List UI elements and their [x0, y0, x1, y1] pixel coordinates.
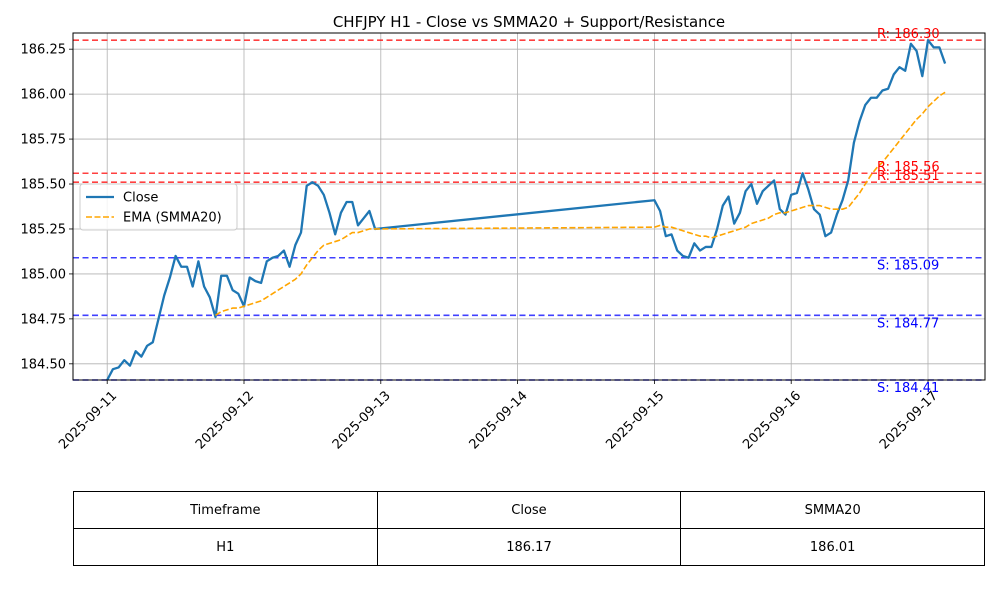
table-cell: 186.17	[376, 528, 682, 566]
support-label: S: 185.09	[877, 259, 939, 274]
x-tick-label: 2025-09-14	[467, 388, 531, 452]
x-tick-label: 2025-09-15	[603, 388, 667, 452]
chart-title: CHFJPY H1 - Close vs SMMA20 + Support/Re…	[333, 13, 725, 31]
chart-canvas: CHFJPY H1 - Close vs SMMA20 + Support/Re…	[21, 13, 986, 452]
x-tick-label: 2025-09-16	[740, 388, 804, 452]
x-tick-label: 2025-09-11	[56, 388, 120, 452]
y-tick-label: 186.25	[21, 43, 67, 58]
legend-label: Close	[123, 191, 158, 206]
y-tick-label: 184.75	[21, 312, 67, 327]
smma20-series-line	[215, 91, 946, 316]
support-label: S: 184.41	[877, 381, 939, 396]
table-header-cell: SMMA20	[680, 491, 985, 529]
support-resistance-labels: R: 186.30 R: 185.56R: 185.51 S: 185.09 S: 1…	[877, 27, 940, 396]
table-cell: H1	[73, 528, 378, 566]
plot-area	[72, 32, 986, 381]
close-series-line	[106, 39, 947, 381]
y-tick-label: 185.75	[21, 133, 67, 148]
table-header-row: Timeframe Close SMMA20	[73, 491, 985, 529]
table-cell: 186.01	[680, 528, 985, 566]
x-tick-label: 2025-09-13	[330, 388, 394, 452]
x-axis-ticks: 2025-09-11 2025-09-12 2025-09-13 2025-09-14…	[56, 380, 941, 452]
summary-table: Timeframe Close SMMA20 H1 186.17 186.01	[73, 491, 985, 566]
resistance-label: R: 185.51	[877, 169, 940, 184]
resistance-label: R: 185.56	[877, 160, 940, 175]
table-header-cell: Close	[376, 491, 682, 529]
y-tick-label: 185.25	[21, 222, 67, 237]
support-label: S: 184.77	[877, 316, 939, 331]
y-tick-label: 184.50	[21, 357, 67, 372]
y-tick-label: 185.00	[21, 267, 67, 282]
table-row: H1 186.17 186.01	[73, 528, 985, 566]
grid-lines	[73, 33, 985, 380]
y-tick-label: 186.00	[21, 88, 67, 103]
resistance-label: R: 186.30	[877, 27, 940, 42]
y-tick-label: 185.50	[21, 178, 67, 193]
legend-label: EMA (SMMA20)	[123, 211, 222, 226]
legend: Close EMA (SMMA20)	[79, 183, 238, 231]
legend-box	[79, 183, 238, 231]
y-axis-ticks: 184.50 184.75 185.00 185.25 185.50 185.75 186.…	[21, 43, 73, 372]
table-header-cell: Timeframe	[73, 491, 378, 529]
x-tick-label: 2025-09-17	[877, 388, 941, 452]
series-lines	[106, 39, 947, 381]
x-tick-label: 2025-09-12	[193, 388, 257, 452]
